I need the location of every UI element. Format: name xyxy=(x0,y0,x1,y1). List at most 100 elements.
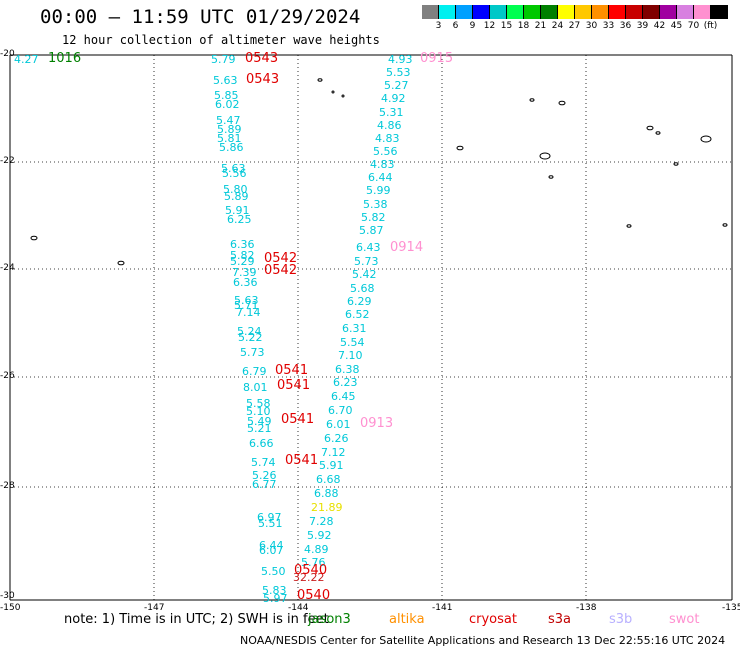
color-swatch xyxy=(660,5,677,19)
wave-value: 4.93 xyxy=(388,53,413,66)
wave-value: 6.02 xyxy=(215,98,240,111)
wave-value: 6.25 xyxy=(227,213,252,226)
wave-value: 5.47 xyxy=(216,114,241,127)
pass-time: 0915 xyxy=(420,51,454,66)
island-outline xyxy=(558,100,566,106)
pass-time: 0541 xyxy=(277,378,311,393)
wave-value: 5.89 xyxy=(224,190,249,203)
wave-value: 4.83 xyxy=(370,158,395,171)
wave-value: 6.88 xyxy=(314,487,339,500)
wave-value: 6.70 xyxy=(328,404,353,417)
island-outline xyxy=(539,152,551,160)
legend-altika: altika xyxy=(389,612,425,627)
wave-value: 6.79 xyxy=(242,365,267,378)
wave-value: 5.97 xyxy=(263,592,288,605)
island-outline xyxy=(30,235,38,241)
wave-value: 6.26 xyxy=(324,432,349,445)
wave-value: 4.89 xyxy=(304,543,329,556)
wave-value: 5.50 xyxy=(261,565,286,578)
wave-value: 5.58 xyxy=(246,397,271,410)
wave-value: 5.31 xyxy=(379,106,404,119)
wave-value: 5.10 xyxy=(246,405,271,418)
pass-time: 0914 xyxy=(390,240,424,255)
wave-value: 5.83 xyxy=(262,584,287,597)
wave-value: 5.99 xyxy=(366,184,391,197)
wave-value: 5.68 xyxy=(350,282,375,295)
page-subtitle: 12 hour collection of altimeter wave hei… xyxy=(62,33,380,47)
island-outline xyxy=(317,78,323,82)
color-swatch xyxy=(490,5,507,19)
color-swatch xyxy=(439,5,456,19)
legend-jason3: jason3 xyxy=(308,612,351,627)
color-scale-label: 12 xyxy=(483,21,496,31)
color-scale-label: 70 xyxy=(687,21,700,31)
legend-s3b: s3b xyxy=(609,612,633,627)
wave-value: 5.76 xyxy=(301,556,326,569)
wave-value: 5.27 xyxy=(384,79,409,92)
wave-value: 5.49 xyxy=(247,415,272,428)
wave-value: 32.22 xyxy=(293,571,325,584)
wave-value: 6.36 xyxy=(233,276,258,289)
wave-value: 5.82 xyxy=(230,249,255,262)
color-swatch xyxy=(524,5,541,19)
wave-value: 5.22 xyxy=(238,331,263,344)
latitude-label: -24 xyxy=(0,263,15,273)
wave-value: 5.63 xyxy=(213,74,238,87)
latitude-label: -30 xyxy=(0,591,15,601)
wave-value: 6.66 xyxy=(249,437,274,450)
wave-value: 5.91 xyxy=(319,459,344,472)
color-scale-label: 27 xyxy=(568,21,581,31)
wave-value: 5.51 xyxy=(258,517,283,530)
wave-value: 8.01 xyxy=(243,381,268,394)
island-outline xyxy=(722,223,728,227)
wave-value: 7.10 xyxy=(338,349,363,362)
wave-value: 6.45 xyxy=(331,390,356,403)
color-swatch xyxy=(694,5,711,19)
color-scale-label: 42 xyxy=(653,21,666,31)
latitude-label: -20 xyxy=(0,49,15,59)
color-scale-label: 36 xyxy=(619,21,632,31)
wave-value: 21.89 xyxy=(311,501,343,514)
color-scale-label: (ft) xyxy=(703,21,718,31)
wave-value: 6.52 xyxy=(345,308,370,321)
color-swatch xyxy=(677,5,694,19)
color-swatch xyxy=(609,5,626,19)
pass-time: 0540 xyxy=(297,588,331,603)
color-swatch xyxy=(422,5,439,19)
wave-value: 5.56 xyxy=(373,145,398,158)
color-swatch xyxy=(643,5,660,19)
color-scale-label: 30 xyxy=(585,21,598,31)
legend-s3a: s3a xyxy=(548,612,572,627)
wave-value: 5.92 xyxy=(307,529,332,542)
color-swatch xyxy=(507,5,524,19)
latitude-label: -26 xyxy=(0,371,15,381)
wave-value: 6.44 xyxy=(368,171,393,184)
wave-value: 5.21 xyxy=(247,422,272,435)
color-scale-label: 9 xyxy=(469,21,476,31)
color-scale-label: 39 xyxy=(636,21,649,31)
footer-credit: NOAA/NESDIS Center for Satellite Applica… xyxy=(240,634,726,647)
wave-value: 6.31 xyxy=(342,322,367,335)
color-swatch xyxy=(541,5,558,19)
island-outline xyxy=(626,224,632,228)
wave-value: 5.42 xyxy=(352,268,377,281)
color-scale-label: 21 xyxy=(534,21,547,31)
island-outline xyxy=(341,94,345,98)
wave-value: 5.71 xyxy=(234,299,259,312)
wave-value: 5.89 xyxy=(217,123,242,136)
wave-value: 6.44 xyxy=(259,539,284,552)
wave-value: 5.87 xyxy=(359,224,384,237)
color-swatch xyxy=(575,5,592,19)
pass-time: 0541 xyxy=(285,453,319,468)
wave-value: 6.43 xyxy=(356,241,381,254)
wave-value: 7.39 xyxy=(232,266,257,279)
wave-value: 5.73 xyxy=(354,255,379,268)
color-scale-label: 45 xyxy=(670,21,683,31)
pass-time: 0542 xyxy=(264,263,298,278)
color-scale-label: 24 xyxy=(551,21,564,31)
wave-value: 5.63 xyxy=(234,294,259,307)
color-scale-label: 6 xyxy=(452,21,459,31)
island-outline xyxy=(646,125,654,131)
color-scale-label: 18 xyxy=(517,21,530,31)
